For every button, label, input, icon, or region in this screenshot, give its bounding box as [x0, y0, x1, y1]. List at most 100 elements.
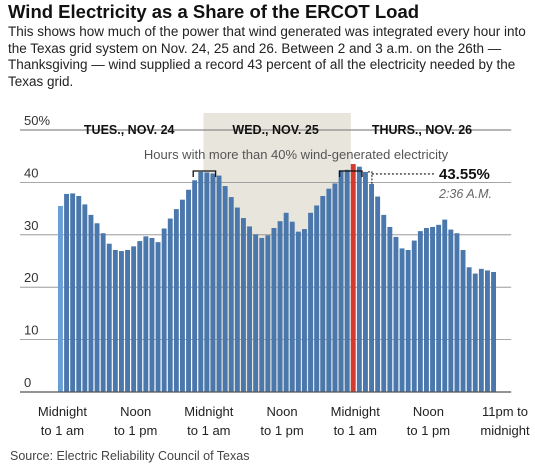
- hour-bar: [344, 169, 350, 392]
- hour-bar: [58, 205, 63, 392]
- hour-bar: [143, 236, 149, 392]
- threshold-bracket: [192, 170, 217, 177]
- hour-bar: [112, 249, 118, 392]
- hour-bar: [137, 241, 143, 392]
- hour-bar: [472, 273, 478, 392]
- hour-bar: [149, 237, 155, 392]
- hour-bar: [375, 196, 381, 392]
- source-note: Source: Electric Reliability Council of …: [10, 449, 250, 463]
- hour-bar: [265, 235, 271, 392]
- hour-bar: [64, 193, 69, 392]
- shaded-day-column: [203, 113, 351, 392]
- hour-bar: [247, 226, 252, 392]
- hour-bar: [314, 205, 320, 392]
- hour-bar: [173, 209, 179, 392]
- hour-bar: [289, 221, 295, 392]
- hour-bar: [356, 166, 362, 392]
- hour-bar: [485, 270, 490, 392]
- hour-bar: [448, 229, 454, 392]
- peak-bar: [350, 164, 356, 392]
- y-tick-label: 0: [24, 375, 31, 390]
- hour-bar: [417, 231, 423, 392]
- hour-bar: [411, 240, 417, 392]
- hour-bar: [454, 233, 460, 392]
- hour-bar: [424, 227, 429, 392]
- x-tick-label: Midnight: [38, 404, 88, 419]
- hour-bar: [442, 219, 448, 392]
- hour-bar: [253, 234, 259, 392]
- hour-bar: [369, 183, 374, 392]
- peak-value-label: 43.55%: [439, 166, 490, 183]
- x-tick-label: to 1 pm: [260, 423, 303, 438]
- hour-bar: [100, 233, 106, 392]
- hour-bar: [82, 204, 88, 392]
- hour-bar: [222, 186, 228, 392]
- y-tick-label: 50%: [24, 113, 50, 128]
- hour-bar: [271, 227, 277, 392]
- x-tick-label: to 1 am: [41, 423, 84, 438]
- hour-bar: [338, 170, 344, 392]
- hour-bar: [241, 218, 246, 392]
- x-tick-label: Midnight: [331, 404, 381, 419]
- threshold-bracket: [338, 170, 363, 177]
- peak-time-label: 2:36 A.M.: [438, 187, 492, 201]
- threshold-band-label: Hours with more than 40% wind-generated …: [144, 147, 449, 162]
- hour-bar: [259, 237, 265, 392]
- y-tick-label: 30: [24, 218, 38, 233]
- hour-bar: [161, 228, 167, 392]
- x-tick-label: to 1 am: [334, 423, 377, 438]
- hour-bar: [460, 249, 466, 392]
- hour-bar: [332, 183, 338, 392]
- hour-bar: [277, 221, 283, 392]
- x-tick-label: to 1 am: [187, 423, 230, 438]
- hour-bar: [320, 196, 326, 392]
- hour-bar: [228, 197, 234, 392]
- hour-bar: [216, 175, 222, 392]
- hour-bar: [198, 171, 204, 392]
- x-tick-label: midnight: [480, 423, 530, 438]
- hour-bar: [88, 214, 94, 392]
- y-tick-label: 20: [24, 270, 38, 285]
- x-tick-label: 11pm to: [482, 404, 528, 419]
- chart-description: This shows how much of the power that wi…: [8, 24, 526, 89]
- hour-bar: [94, 223, 100, 392]
- hour-bar: [167, 218, 173, 392]
- x-tick-label: Noon: [413, 404, 444, 419]
- y-tick-label: 10: [24, 323, 38, 338]
- x-tick-label: Noon: [267, 404, 298, 419]
- hour-bar: [125, 249, 130, 392]
- hour-bar: [283, 212, 289, 392]
- x-tick-label: to 1 pm: [407, 423, 450, 438]
- hour-bar: [478, 268, 484, 392]
- hour-bar: [119, 251, 124, 392]
- hour-bar: [131, 246, 137, 392]
- hour-bar: [491, 272, 496, 392]
- day-label: TUES., NOV. 24: [84, 123, 175, 137]
- hour-bar: [295, 231, 301, 392]
- hour-bar: [234, 207, 240, 392]
- hour-bar: [393, 236, 399, 392]
- day-label: THURS., NOV. 26: [372, 123, 472, 137]
- hour-bar: [186, 189, 191, 392]
- hour-bar: [326, 188, 332, 392]
- hour-bar: [436, 224, 442, 392]
- hour-bar: [210, 173, 216, 392]
- hour-bar: [308, 212, 313, 392]
- hour-bar: [76, 196, 82, 392]
- hour-bar: [192, 180, 198, 392]
- hour-bar: [70, 193, 76, 392]
- x-tick-label: Midnight: [184, 404, 234, 419]
- hour-bar: [430, 226, 435, 392]
- hour-bar: [180, 199, 185, 392]
- hour-bar: [466, 267, 472, 392]
- x-tick-label: Noon: [120, 404, 151, 419]
- hour-bar: [106, 243, 112, 392]
- hour-bar: [204, 172, 210, 392]
- hour-bar: [302, 229, 307, 392]
- x-tick-label: to 1 pm: [114, 423, 157, 438]
- hour-bar: [155, 242, 161, 392]
- hour-bar: [363, 171, 368, 392]
- chart-title: Wind Electricity as a Share of the ERCOT…: [8, 1, 420, 22]
- hour-bar: [399, 248, 405, 392]
